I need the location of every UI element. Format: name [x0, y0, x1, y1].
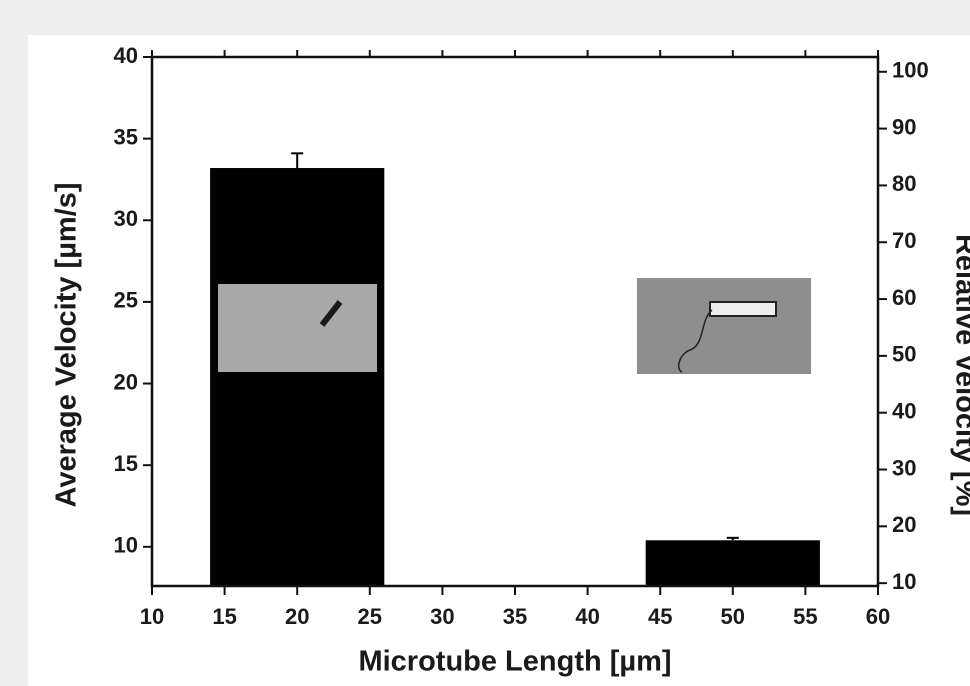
y2-tick-label: 50	[892, 342, 916, 367]
x-tick-label: 45	[648, 604, 672, 629]
y-tick-label: 30	[114, 206, 138, 231]
y2-tick-label: 60	[892, 285, 916, 310]
x-tick-label: 20	[285, 604, 309, 629]
y-axis-title: Average Velocity [µm/s]	[51, 182, 83, 507]
inset-detail	[677, 309, 713, 373]
x-tick-label: 60	[866, 604, 890, 629]
x-tick-label: 10	[140, 604, 164, 629]
bar	[645, 540, 820, 586]
x-tick-label: 25	[358, 604, 382, 629]
y2-tick-label: 10	[892, 569, 916, 594]
bar	[210, 168, 385, 586]
inset-image	[218, 284, 377, 372]
y2-tick-label: 20	[892, 512, 916, 537]
y2-axis-title: Relative Velocity [%]	[949, 234, 970, 516]
y-tick-label: 10	[114, 533, 138, 558]
y-tick-label: 35	[114, 124, 138, 149]
x-tick-label: 35	[503, 604, 527, 629]
x-tick-label: 15	[212, 604, 236, 629]
y2-tick-label: 80	[892, 171, 916, 196]
inset-image	[637, 278, 811, 374]
panel	[28, 35, 970, 686]
y-tick-label: 25	[114, 288, 138, 313]
y2-tick-label: 70	[892, 228, 916, 253]
y2-tick-label: 40	[892, 399, 916, 424]
x-tick-label: 55	[793, 604, 817, 629]
y2-tick-label: 100	[892, 58, 929, 83]
inset-detail	[709, 301, 777, 317]
y-tick-label: 20	[114, 369, 138, 394]
x-tick-label: 40	[575, 604, 599, 629]
x-axis-title: Microtube Length [µm]	[358, 646, 671, 678]
y2-tick-label: 30	[892, 455, 916, 480]
y2-tick-label: 90	[892, 114, 916, 139]
y-tick-label: 40	[114, 43, 138, 68]
x-tick-label: 50	[721, 604, 745, 629]
inset-detail	[319, 300, 343, 327]
y-tick-label: 15	[114, 451, 138, 476]
x-tick-label: 30	[430, 604, 454, 629]
